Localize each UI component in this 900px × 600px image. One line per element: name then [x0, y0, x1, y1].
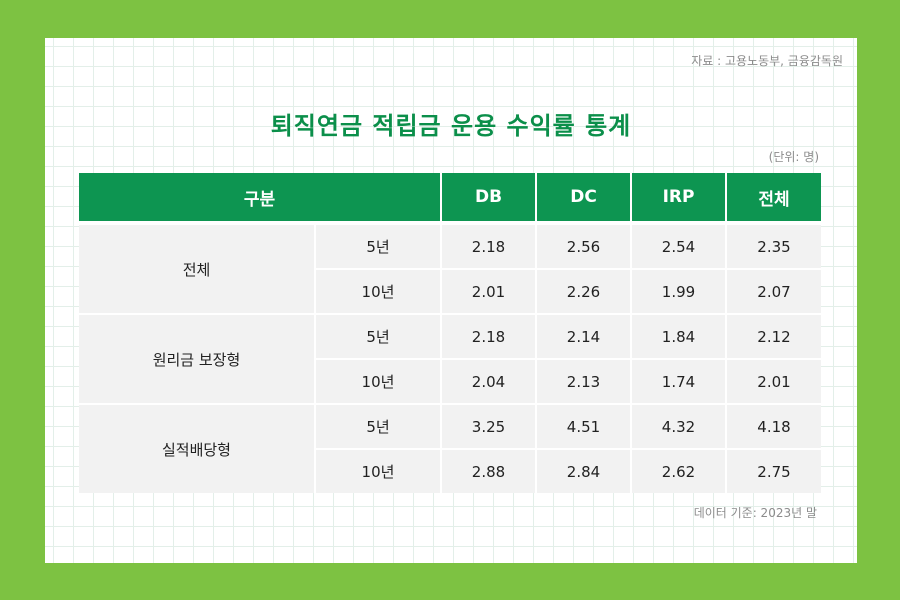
data-basis-note: 데이터 기준: 2023년 말: [693, 506, 817, 520]
value-cell: 1.99: [631, 268, 727, 314]
value-cell: 2.18: [441, 313, 537, 359]
value-cell: 2.35: [726, 221, 821, 269]
table-row: 10년 2.04 2.13 1.74 2.01: [79, 358, 821, 404]
value-cell: 2.88: [441, 448, 537, 493]
value-cell: 2.84: [536, 448, 632, 493]
value-cell: 1.74: [631, 358, 727, 404]
period-cell: 10년: [315, 448, 442, 493]
unit-label: (단위: 명): [768, 150, 819, 164]
period-cell: 10년: [315, 358, 442, 404]
period-cell: 10년: [315, 268, 442, 314]
group-label: 실적배당형: [79, 403, 316, 493]
stats-card: 자료 : 고용노동부, 금융감독원 퇴직연금 적립금 운용 수익률 통계 (단위…: [45, 38, 857, 563]
header-db: DB: [441, 173, 537, 223]
header-category: 구분: [79, 173, 442, 223]
value-cell: 2.54: [631, 221, 727, 269]
table-header-row: 구분 DB DC IRP 전체: [79, 173, 821, 223]
group-label: 전체: [79, 221, 316, 314]
value-cell: 4.32: [631, 403, 727, 449]
value-cell: 2.12: [726, 313, 821, 359]
value-cell: 4.51: [536, 403, 632, 449]
value-cell: 4.18: [726, 403, 821, 449]
value-cell: 1.84: [631, 313, 727, 359]
value-cell: 2.14: [536, 313, 632, 359]
table-row: 10년 2.88 2.84 2.62 2.75: [79, 448, 821, 493]
value-cell: 2.07: [726, 268, 821, 314]
value-cell: 2.01: [441, 268, 537, 314]
header-total: 전체: [726, 173, 821, 223]
value-cell: 3.25: [441, 403, 537, 449]
value-cell: 2.01: [726, 358, 821, 404]
value-cell: 2.13: [536, 358, 632, 404]
value-cell: 2.04: [441, 358, 537, 404]
group-label: 원리금 보장형: [79, 313, 316, 404]
value-cell: 2.26: [536, 268, 632, 314]
period-cell: 5년: [315, 403, 442, 449]
table-row: 전체 5년 2.18 2.56 2.54 2.35: [79, 221, 821, 314]
value-cell: 2.75: [726, 448, 821, 493]
stats-table: 구분 DB DC IRP 전체 전체 5년 2.18 2.56 2.54 2.3…: [79, 173, 821, 493]
page-title: 퇴직연금 적립금 운용 수익률 통계: [270, 112, 632, 140]
value-cell: 2.18: [441, 221, 537, 269]
value-cell: 2.62: [631, 448, 727, 493]
period-cell: 5년: [315, 221, 442, 269]
table-row: 10년 2.01 2.26 1.99 2.07: [79, 268, 821, 314]
source-label: 자료 : 고용노동부, 금융감독원: [691, 54, 843, 68]
header-irp: IRP: [631, 173, 727, 223]
header-dc: DC: [536, 173, 632, 223]
table-row: 실적배당형 5년 3.25 4.51 4.32 4.18: [79, 403, 821, 493]
period-cell: 5년: [315, 313, 442, 359]
value-cell: 2.56: [536, 221, 632, 269]
table-row: 원리금 보장형 5년 2.18 2.14 1.84 2.12: [79, 313, 821, 404]
